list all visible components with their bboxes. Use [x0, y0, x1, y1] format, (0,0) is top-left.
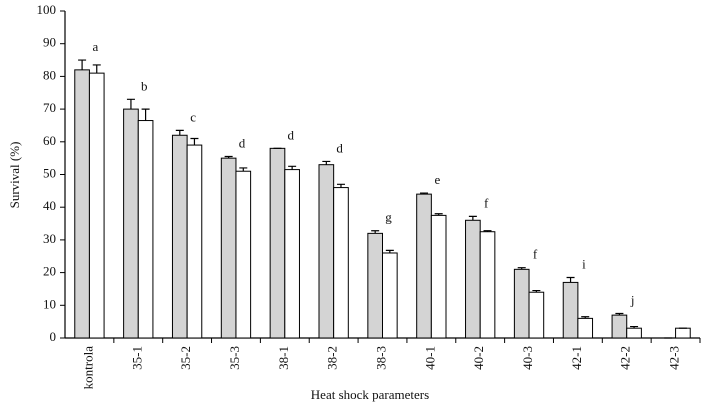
significance-label: i [582, 256, 586, 271]
error-bar [141, 108, 150, 121]
error-bar [126, 98, 135, 110]
x-tick-label: 35-1 [129, 346, 144, 370]
bar [416, 193, 432, 339]
x-tick-label: 42-3 [667, 346, 682, 370]
error-bar [566, 276, 575, 283]
error-bar [92, 64, 101, 74]
bar [137, 120, 154, 339]
error-bar [630, 325, 639, 329]
error-bar [468, 215, 477, 221]
error-bar [371, 230, 380, 234]
y-tick-label: 90 [43, 35, 56, 50]
error-bar [483, 230, 492, 232]
error-bar [322, 160, 331, 165]
x-tick-label: 38-2 [325, 346, 340, 370]
x-tick-label: 42-2 [618, 346, 633, 370]
bar [318, 164, 335, 339]
x-tick-label: 40-1 [422, 346, 437, 370]
significance-label: g [385, 210, 392, 225]
error-bar [239, 167, 248, 172]
x-tick-label: 35-3 [227, 346, 242, 370]
bar [611, 314, 628, 339]
significance-label: f [533, 247, 538, 262]
significance-label: b [141, 78, 148, 93]
error-bar [175, 129, 184, 136]
y-tick-label: 50 [43, 165, 56, 180]
x-axis-label: Heat shock parameters [311, 387, 429, 402]
significance-label: d [288, 127, 295, 142]
bar [562, 281, 579, 339]
error-bar [517, 267, 526, 270]
y-tick-label: 80 [43, 67, 56, 82]
bar [382, 252, 398, 339]
x-tick-label: kontrola [80, 346, 95, 390]
bar [74, 69, 90, 339]
error-bar [78, 59, 87, 70]
x-tick-label: 40-3 [520, 346, 535, 370]
error-bar [581, 316, 590, 319]
x-tick-label: 38-3 [373, 346, 388, 370]
error-bar [532, 289, 541, 293]
x-tick-label: 42-1 [569, 346, 584, 370]
y-tick-label: 30 [43, 231, 56, 246]
error-bar [224, 155, 233, 159]
bar [367, 232, 384, 339]
bar [577, 317, 594, 339]
y-tick-label: 70 [43, 100, 56, 115]
bar [528, 291, 545, 339]
bar [171, 134, 188, 339]
y-tick-label: 20 [43, 264, 56, 279]
significance-label: d [239, 135, 246, 150]
bar [284, 169, 300, 339]
significance-label: f [484, 195, 489, 210]
error-bar [434, 213, 443, 216]
bar [88, 72, 105, 339]
significance-label: e [434, 172, 440, 187]
significance-label: d [336, 140, 343, 155]
y-axis-label: Survival (%) [7, 142, 22, 209]
bar [269, 147, 286, 339]
bar [465, 219, 481, 339]
error-bar [336, 183, 345, 188]
y-tick-label: 100 [37, 2, 57, 17]
bar [333, 187, 349, 339]
bar [235, 170, 252, 339]
significance-label: j [630, 292, 635, 307]
y-tick-label: 60 [43, 133, 56, 148]
x-tick-label: 38-1 [276, 346, 291, 370]
bar [626, 327, 642, 339]
bar [186, 144, 203, 339]
error-bar [385, 249, 394, 253]
error-bar [420, 192, 429, 195]
bar [675, 327, 691, 339]
x-tick-label: 40-2 [471, 346, 486, 370]
y-tick-label: 40 [43, 198, 56, 213]
significance-label: a [93, 39, 99, 54]
bar [513, 268, 530, 339]
y-tick-label: 10 [43, 296, 56, 311]
significance-label: c [190, 109, 196, 124]
error-bar [190, 137, 199, 146]
bar [123, 108, 139, 339]
error-bar [615, 312, 624, 316]
bar [479, 231, 496, 339]
bar [430, 214, 447, 339]
x-tick-label: 35-2 [178, 346, 193, 370]
y-tick-label: 0 [50, 329, 57, 344]
bar [220, 157, 237, 339]
error-bar [288, 165, 297, 170]
